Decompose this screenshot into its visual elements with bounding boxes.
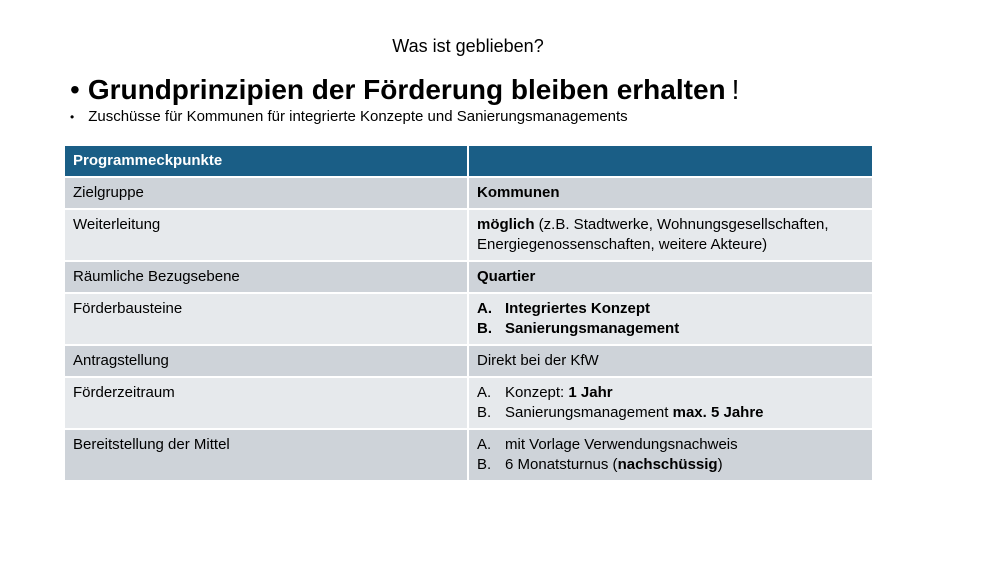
row-value: A. Integriertes Konzept B. Sanierungsmanag… bbox=[467, 292, 874, 346]
row-label: Räumliche Bezugsebene bbox=[63, 260, 469, 294]
list-item: A. mit Vorlage Verwendungsnachweis bbox=[477, 435, 864, 455]
bullet-main-text: Grundprinzipien der Förderung bleiben er… bbox=[87, 74, 726, 105]
bullet-sub: • Zuschüsse für Kommunen für integrierte… bbox=[70, 108, 739, 125]
list-text: mit Vorlage Verwendungsnachweis bbox=[505, 436, 738, 453]
row-label: Zielgruppe bbox=[63, 176, 469, 210]
list-text: Sanierungsmanagement bbox=[505, 404, 673, 421]
row-value: Quartier bbox=[467, 260, 874, 294]
bullet-main: • Grundprinzipien der Förderung bleiben … bbox=[70, 74, 739, 106]
list-marker: A. bbox=[477, 436, 492, 453]
list-marker: B. bbox=[477, 320, 492, 337]
table-header-cell: Programmeckpunkte bbox=[63, 144, 469, 178]
value-bold: möglich bbox=[477, 216, 535, 233]
table-header-row: Programmeckpunkte bbox=[63, 144, 874, 178]
row-label: Antragstellung bbox=[63, 344, 469, 378]
row-label: Bereitstellung der Mittel bbox=[63, 428, 469, 482]
list-marker: B. bbox=[477, 404, 492, 421]
table-row: Weiterleitung möglich (z.B. Stadtwerke, … bbox=[63, 208, 874, 262]
value-bold: Kommunen bbox=[477, 184, 560, 201]
bullet-dot-icon: • bbox=[70, 110, 75, 124]
list-text: Konzept: bbox=[505, 384, 569, 401]
table-row: Förderbausteine A. Integriertes Konzept B… bbox=[63, 292, 874, 346]
list-item: A. Konzept: 1 Jahr bbox=[477, 383, 864, 403]
list-marker: B. bbox=[477, 456, 492, 473]
list-text: Integriertes Konzept bbox=[505, 300, 651, 317]
list-text-bold: 1 Jahr bbox=[568, 384, 613, 401]
bullet-dot-icon: • bbox=[70, 74, 80, 105]
slide-title: Was ist geblieben? bbox=[392, 36, 544, 56]
row-label: Förderzeitraum bbox=[63, 376, 469, 430]
row-value: A. Konzept: 1 Jahr B. Sanierungsmanagement… bbox=[467, 376, 874, 430]
table-header-cell bbox=[467, 144, 874, 178]
table-row: Förderzeitraum A. Konzept: 1 Jahr B. Sanie… bbox=[63, 376, 874, 430]
row-label: Förderbausteine bbox=[63, 292, 469, 346]
list-text-bold: nachschüssig bbox=[617, 456, 718, 473]
list-marker: A. bbox=[477, 300, 492, 317]
list-text: 6 Monatsturnus ( bbox=[505, 456, 618, 473]
table-row: Räumliche Bezugsebene Quartier bbox=[63, 260, 874, 294]
table-row: Antragstellung Direkt bei der KfW bbox=[63, 344, 874, 378]
list-item: A. Integriertes Konzept bbox=[477, 299, 864, 319]
bullet-main-tail: ! bbox=[731, 74, 740, 105]
table-row: Zielgruppe Kommunen bbox=[63, 176, 874, 210]
row-label: Weiterleitung bbox=[63, 208, 469, 262]
table-row: Bereitstellung der Mittel A. mit Vorlage … bbox=[63, 428, 874, 482]
list-item: B. Sanierungsmanagement max. 5 Jahre bbox=[477, 403, 864, 423]
row-value: möglich (z.B. Stadtwerke, Wohnungsgesell… bbox=[467, 208, 874, 262]
program-table: Programmeckpunkte Zielgruppe Kommunen We… bbox=[63, 144, 874, 482]
bullet-list: • Grundprinzipien der Förderung bleiben … bbox=[70, 74, 739, 125]
list-text: Sanierungsmanagement bbox=[505, 320, 680, 337]
list-item: B. Sanierungsmanagement bbox=[477, 319, 864, 339]
row-value: Kommunen bbox=[467, 176, 874, 210]
bullet-sub-text: Zuschüsse für Kommunen für integrierte K… bbox=[88, 108, 628, 125]
row-value: Direkt bei der KfW bbox=[467, 344, 874, 378]
list-text: ) bbox=[717, 456, 723, 473]
list-item: B. 6 Monatsturnus (nachschüssig) bbox=[477, 455, 864, 475]
row-value: A. mit Vorlage Verwendungsnachweis B. 6 Mo… bbox=[467, 428, 874, 482]
list-text-bold: max. 5 Jahre bbox=[672, 404, 764, 421]
value-bold: Quartier bbox=[477, 268, 536, 285]
list-marker: A. bbox=[477, 384, 492, 401]
value-text: (z.B. Stadtwerke, Wohnungsgesellschaften… bbox=[477, 216, 829, 253]
